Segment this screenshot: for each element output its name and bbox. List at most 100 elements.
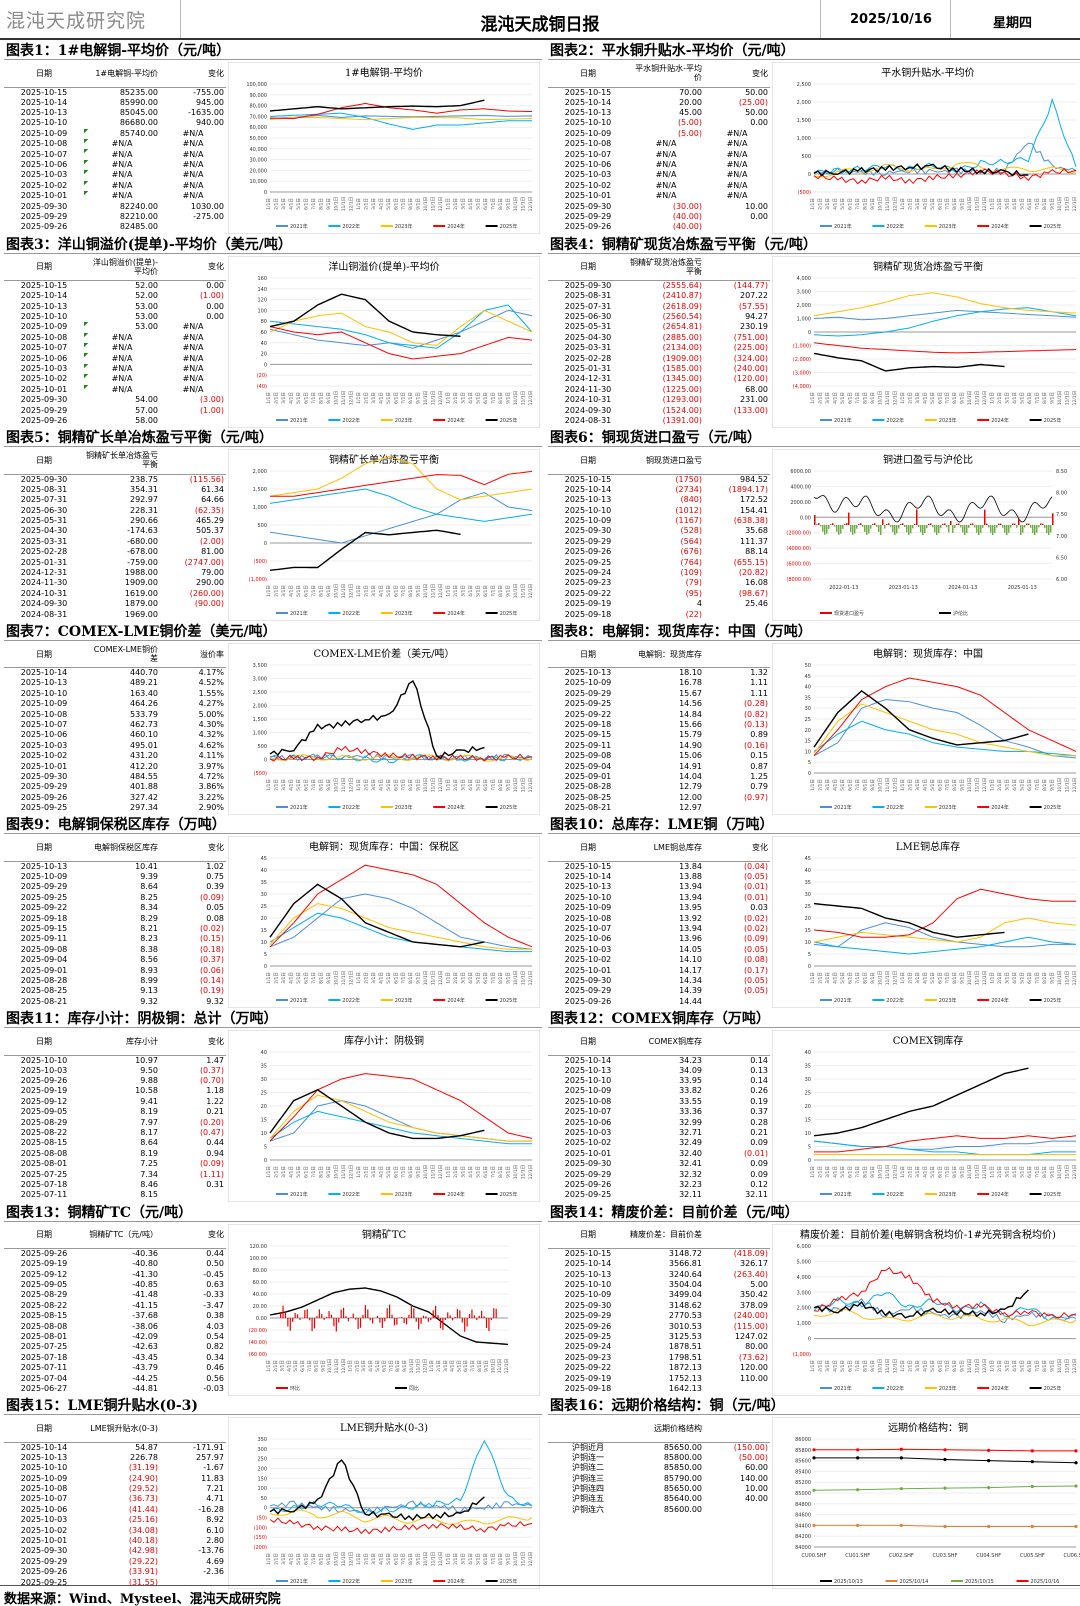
table-cell: -680.00 bbox=[127, 536, 158, 546]
header-divider bbox=[180, 0, 181, 38]
table-cell: 15.67 bbox=[679, 688, 702, 698]
series-point bbox=[1030, 1449, 1034, 1453]
y-tick-label: 85200 bbox=[795, 1480, 811, 1486]
series-line bbox=[269, 102, 532, 120]
table-cell: 2025-09-30 bbox=[20, 201, 68, 211]
table-row: 2024-11-30 (1225.00) 68.00 bbox=[548, 385, 770, 395]
bar-mark bbox=[427, 1317, 429, 1322]
y-tick-label: 10 bbox=[805, 749, 811, 755]
x-tick-label: 4/1日 bbox=[468, 585, 474, 597]
bar-mark bbox=[892, 525, 894, 533]
table-cell: -41.48 bbox=[132, 1290, 158, 1300]
series-point bbox=[812, 1448, 816, 1452]
x-tick-label: 2/1日 bbox=[907, 973, 913, 985]
table-cell bbox=[160, 222, 226, 232]
chart: LME铜升贴水(0-3) (200) (150) (100) (50) 0 50 100 150… bbox=[228, 1417, 540, 1590]
x-tick-label: 6/1日 bbox=[1027, 973, 1033, 985]
x-tick-label: 5/1日 bbox=[296, 779, 302, 791]
table-cell: 2025-08-22 bbox=[20, 1128, 68, 1138]
table-cell: 0.50 bbox=[206, 1259, 224, 1269]
bar-mark bbox=[299, 1317, 301, 1320]
table-row: 2025-09-29 8.64 0.39 bbox=[4, 882, 226, 892]
y-tick-label: 6,000 bbox=[797, 1244, 811, 1250]
table-cell: 2025-09-26 bbox=[564, 547, 612, 557]
bar-mark bbox=[816, 524, 818, 526]
legend-label: 2022年 bbox=[886, 997, 904, 1004]
table-header: 远期价格结构 bbox=[628, 1415, 704, 1443]
table-cell: -755.00 bbox=[193, 87, 224, 97]
table-row: 2025-10-10 10.97 1.47 bbox=[4, 1055, 226, 1066]
bar-mark bbox=[313, 1317, 316, 1329]
table-cell: 2025-08-25 bbox=[20, 986, 68, 996]
table-cell: 460.10 bbox=[130, 730, 158, 740]
table-cell: 54.00 bbox=[135, 395, 158, 405]
table-cell: #N/A bbox=[182, 364, 204, 374]
x-tick-label: 9/1日 bbox=[416, 1166, 422, 1178]
y-tick-label: 30 bbox=[261, 1077, 267, 1083]
table-cell: (0.02) bbox=[743, 924, 768, 934]
panel-title: 图表2：平水铜升贴水-平均价（元/吨） bbox=[550, 43, 795, 59]
table-cell: -171.91 bbox=[193, 1442, 224, 1452]
table-cell: 2025-09-23 bbox=[564, 578, 612, 588]
panel-title: 图表3：洋山铜溢价(提单)-平均价（美元/吨） bbox=[6, 236, 292, 253]
x-tick-label: 8/1日 bbox=[862, 1166, 868, 1178]
data-table: 日期 LME铜总库存 变化 2025-10-15 13.84 (0.04) 2025-10-… bbox=[548, 834, 770, 1007]
table-cell: 8.21 bbox=[140, 924, 158, 934]
table-cell bbox=[160, 1190, 226, 1200]
legend-label: 2023年 bbox=[395, 1578, 413, 1585]
legend-label: 2025年 bbox=[500, 1578, 518, 1585]
x-tick-label: 11/1日 bbox=[1065, 197, 1071, 212]
table-cell: 2025-10-10 bbox=[564, 505, 612, 515]
table-cell: (2410.87) bbox=[662, 291, 702, 301]
table-cell: 0.54 bbox=[206, 1332, 224, 1342]
legend-label: 2024年 bbox=[991, 1191, 1009, 1198]
table-row: 2025-10-15 13.84 (0.04) bbox=[548, 861, 770, 872]
table-cell: (1.00) bbox=[199, 291, 224, 301]
bar-mark bbox=[342, 1307, 345, 1318]
table-cell: 7.25 bbox=[140, 1159, 158, 1169]
x-tick-label: 12/1日 bbox=[982, 390, 988, 405]
table-cell: 2025-05-31 bbox=[20, 516, 68, 526]
y-tick-label: 10,000 bbox=[250, 179, 268, 185]
chart: 铜精矿TC (60.00) (40.00) (20.00) 0.00 20.00 40.00… bbox=[228, 1223, 540, 1396]
data-table: 日期 电解铜保税区库存 变化 2025-10-13 10.41 1.02 2025-10-0… bbox=[4, 834, 226, 1007]
series-line bbox=[813, 703, 1076, 756]
table-cell: 290.00 bbox=[196, 578, 224, 588]
table-cell: 14.34 bbox=[679, 975, 702, 985]
bar-mark bbox=[932, 525, 934, 528]
table-row: 2025-10-13 53.00 0.00 bbox=[4, 301, 226, 311]
table-cell: (564) bbox=[680, 536, 702, 546]
table-row: 2025-07-11 8.15 bbox=[4, 1190, 226, 1200]
table-row: 2025-07-25 7.34 (1.11) bbox=[4, 1169, 226, 1179]
table-cell: #N/A bbox=[84, 191, 160, 202]
y-tick-label: 25 bbox=[805, 1091, 811, 1097]
table-cell: 11.83 bbox=[201, 1473, 224, 1483]
legend-label: 2025年 bbox=[1044, 417, 1062, 424]
series-point bbox=[1074, 1449, 1078, 1453]
bar-mark bbox=[396, 1317, 398, 1325]
table-cell: #N/A bbox=[182, 343, 204, 353]
x-tick-label: 10/1日 bbox=[423, 584, 429, 599]
x-tick-label: 10/1日 bbox=[877, 1165, 883, 1180]
bar-mark bbox=[822, 525, 824, 532]
y-tick-label: 40 bbox=[261, 340, 267, 346]
chart-panel-2: 图表2：平水铜升贴水-平均价（元/吨） 日期 平水铜升贴水-平均价 变化 2025-10… bbox=[548, 40, 1080, 235]
chart-svg: 远期价格结构：铜84000842008440084600848008500085… bbox=[772, 1417, 1080, 1590]
x-tick-label: 6/1日 bbox=[1027, 1166, 1033, 1178]
series-line bbox=[813, 291, 1077, 316]
table-cell: -42.09 bbox=[132, 1332, 158, 1342]
bar-mark bbox=[1038, 525, 1040, 528]
x-tick-label: 5/1日 bbox=[296, 392, 302, 404]
table-cell: 14.10 bbox=[679, 955, 702, 965]
x-tick-label: 9/1日 bbox=[1050, 1166, 1056, 1178]
bar-mark bbox=[974, 525, 976, 528]
y-tick-label: 0 bbox=[264, 541, 267, 547]
x-tick-label: 11/1日 bbox=[341, 584, 347, 599]
table-cell: 2025-10-08 bbox=[20, 709, 68, 719]
table-header: 电解铜保税区库存 bbox=[84, 834, 160, 862]
table-cell: (0.04) bbox=[743, 861, 768, 871]
table-cell: 462.73 bbox=[130, 720, 158, 730]
report-header: 混沌天成研究院 混沌天成铜日报 2025/10/16 星期四 bbox=[0, 0, 1080, 40]
table-cell: 2025-08-31 bbox=[20, 484, 68, 494]
